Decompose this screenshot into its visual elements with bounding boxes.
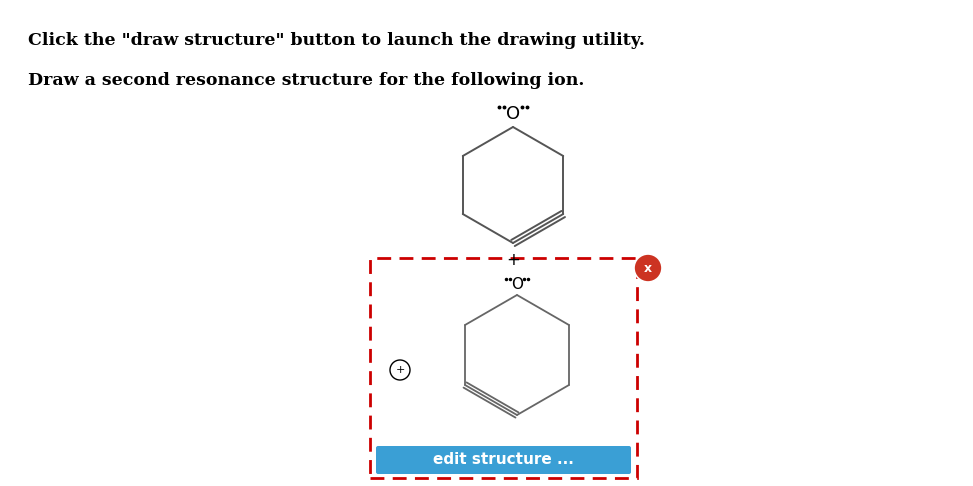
- Text: O: O: [506, 105, 520, 123]
- Text: edit structure ...: edit structure ...: [433, 452, 574, 468]
- Text: +: +: [506, 251, 520, 269]
- Text: x: x: [644, 261, 652, 275]
- Text: Draw a second resonance structure for the following ion.: Draw a second resonance structure for th…: [28, 72, 585, 89]
- Circle shape: [634, 254, 662, 282]
- FancyBboxPatch shape: [370, 258, 637, 478]
- Text: O: O: [511, 277, 523, 292]
- Text: +: +: [395, 365, 405, 375]
- FancyBboxPatch shape: [376, 446, 631, 474]
- Text: Click the "draw structure" button to launch the drawing utility.: Click the "draw structure" button to lau…: [28, 32, 645, 49]
